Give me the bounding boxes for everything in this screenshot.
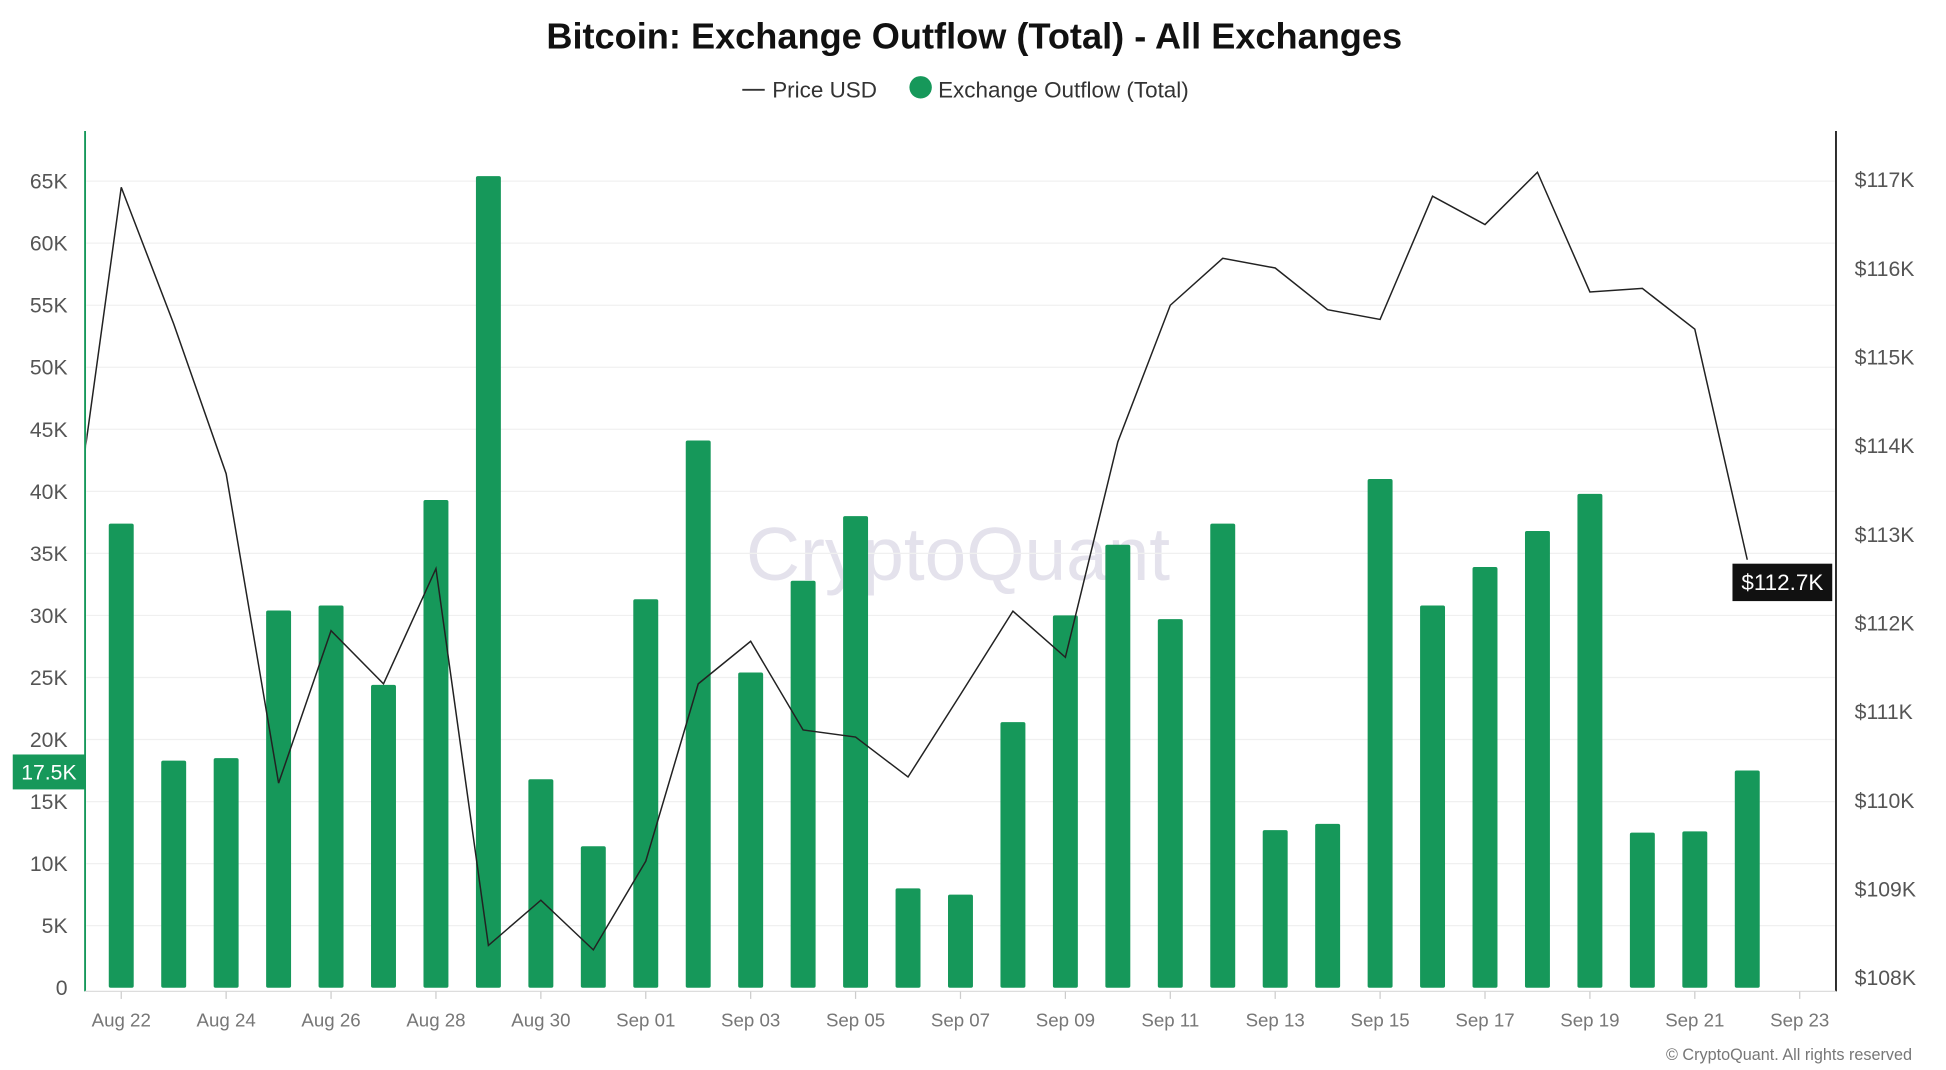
- outflow-bar: [1682, 831, 1708, 988]
- x-tick-label: Sep 15: [1350, 1009, 1409, 1030]
- outflow-bar: [580, 846, 606, 988]
- legend-outflow-label[interactable]: Exchange Outflow (Total): [938, 77, 1189, 102]
- x-tick-label: Sep 21: [1665, 1009, 1724, 1030]
- outflow-bar: [1262, 830, 1288, 988]
- outflow-bar: [528, 779, 554, 988]
- outflow-bar: [948, 894, 973, 988]
- x-tick-label: Aug 26: [301, 1009, 360, 1030]
- right-tick-label: $108K: [1855, 967, 1916, 990]
- outflow-bar: [108, 523, 134, 988]
- outflow-bar: [1210, 523, 1236, 988]
- right-tick-label: $117K: [1855, 169, 1915, 192]
- copyright: © CryptoQuant. All rights reserved: [1666, 1046, 1912, 1064]
- left-tick-label: 25K: [30, 667, 68, 690]
- right-tick-label: $115K: [1855, 347, 1915, 370]
- left-tick-label: 50K: [30, 357, 68, 380]
- right-tick-label: $110K: [1855, 790, 1915, 813]
- right-tick-label: $114K: [1855, 435, 1915, 458]
- left-tick-label: 15K: [30, 791, 68, 814]
- outflow-bar: [1105, 544, 1131, 988]
- chart-title: Bitcoin: Exchange Outflow (Total) - All …: [546, 16, 1402, 57]
- x-tick-label: Sep 19: [1560, 1009, 1619, 1030]
- x-tick-label: Sep 13: [1246, 1009, 1305, 1030]
- x-tick-label: Aug 24: [197, 1009, 256, 1030]
- outflow-bar: [1524, 531, 1550, 988]
- left-tick-label: 60K: [30, 233, 68, 256]
- outflow-bar: [318, 605, 344, 988]
- outflow-bar: [475, 176, 501, 988]
- outflow-bar: [633, 599, 659, 988]
- left-tick-label: 20K: [30, 729, 68, 752]
- outflow-bar: [790, 580, 816, 988]
- price-last-value: $112.7K: [1741, 570, 1823, 595]
- left-tick-label: 0: [56, 977, 68, 1000]
- left-tick-label: 30K: [30, 605, 68, 628]
- left-tick-label: 65K: [30, 171, 68, 194]
- right-tick-label: $113K: [1855, 524, 1915, 547]
- legend-outflow-dot-icon: [909, 76, 932, 99]
- outflow-bar: [738, 672, 764, 988]
- right-tick-label: $109K: [1855, 879, 1916, 902]
- outflow-bar: [895, 888, 921, 988]
- x-tick-label: Sep 11: [1141, 1009, 1199, 1030]
- outflow-bar: [685, 440, 711, 988]
- x-tick-label: Sep 07: [931, 1009, 990, 1030]
- x-tick-label: Sep 17: [1455, 1009, 1514, 1030]
- x-tick-label: Sep 09: [1036, 1009, 1095, 1030]
- outflow-last-value: 17.5K: [21, 761, 76, 784]
- left-tick-label: 10K: [30, 853, 68, 876]
- price-last-value-badge: $112.7K: [1732, 563, 1833, 602]
- outflow-bar: [1315, 823, 1341, 988]
- outflow-bar: [1629, 832, 1655, 988]
- x-tick-label: Sep 23: [1770, 1009, 1829, 1030]
- outflow-bar: [1000, 722, 1026, 988]
- outflow-bar: [843, 516, 869, 988]
- left-tick-label: 35K: [30, 543, 68, 566]
- right-tick-label: $112K: [1855, 613, 1915, 636]
- legend-price-label[interactable]: Price USD: [772, 77, 877, 102]
- x-tick-label: Sep 05: [826, 1009, 885, 1030]
- right-tick-label: $111K: [1855, 701, 1913, 724]
- x-tick-label: Sep 01: [616, 1009, 675, 1030]
- left-tick-label: 45K: [30, 419, 68, 442]
- outflow-bar: [1420, 605, 1446, 988]
- left-tick-label: 55K: [30, 295, 68, 318]
- outflow-bar: [1472, 567, 1498, 988]
- legend: Price USD Exchange Outflow (Total): [742, 76, 1189, 102]
- outflow-bar: [371, 684, 396, 988]
- left-tick-label: 40K: [30, 481, 68, 504]
- left-tick-label: 5K: [42, 915, 68, 938]
- outflow-bar: [1734, 770, 1760, 988]
- right-tick-label: $116K: [1855, 258, 1915, 281]
- price-line: [86, 170, 1748, 952]
- x-tick-label: Aug 22: [92, 1009, 151, 1030]
- outflow-bar: [1052, 615, 1078, 988]
- x-tick-label: Aug 28: [406, 1009, 465, 1030]
- outflow-last-value-badge: 17.5K: [12, 754, 86, 790]
- outflow-bar: [266, 610, 292, 988]
- outflow-bar: [423, 500, 449, 988]
- x-tick-label: Sep 03: [721, 1009, 780, 1030]
- x-tick-label: Aug 30: [511, 1009, 570, 1030]
- outflow-bar: [1577, 493, 1603, 988]
- outflow-bar: [1157, 619, 1183, 988]
- outflow-bar: [161, 760, 187, 988]
- outflow-bar: [213, 758, 239, 988]
- outflow-bar: [1367, 478, 1393, 988]
